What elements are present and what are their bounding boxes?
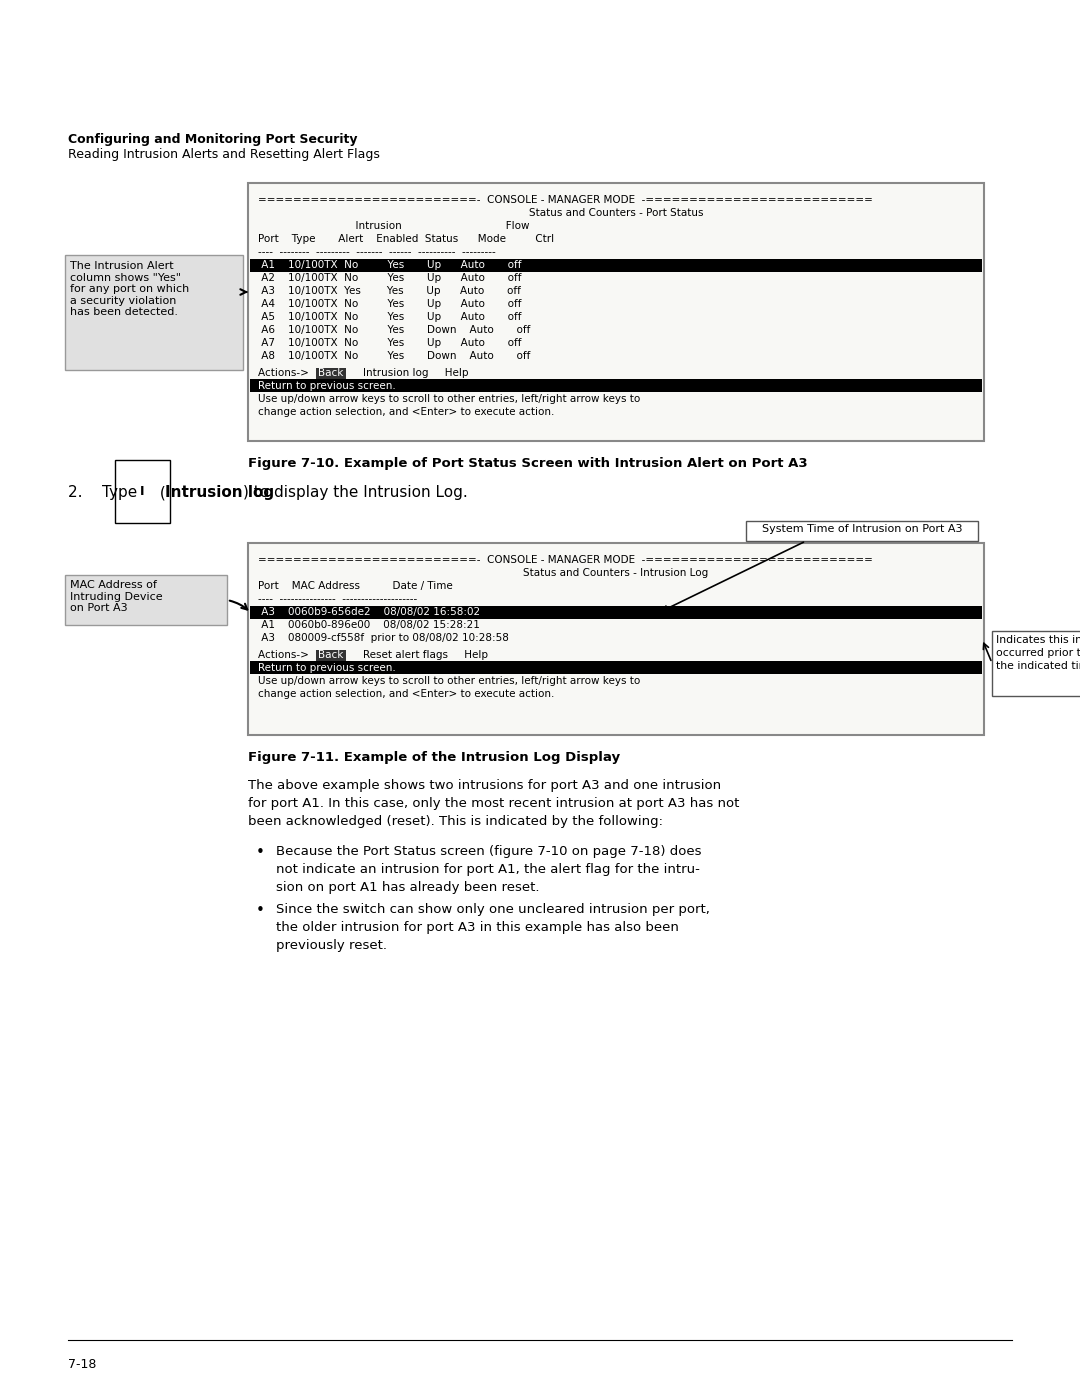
Text: A8    10/100TX  No         Yes       Down    Auto       off: A8 10/100TX No Yes Down Auto off (258, 351, 530, 360)
Text: Since the switch can show only one uncleared intrusion per port,
the older intru: Since the switch can show only one uncle… (276, 902, 710, 951)
Text: A4    10/100TX  No         Yes       Up      Auto       off: A4 10/100TX No Yes Up Auto off (258, 299, 522, 309)
Text: MAC Address of
Intruding Device
on Port A3: MAC Address of Intruding Device on Port … (70, 580, 163, 613)
FancyBboxPatch shape (316, 650, 346, 661)
FancyBboxPatch shape (248, 183, 984, 441)
Text: Use up/down arrow keys to scroll to other entries, left/right arrow keys to: Use up/down arrow keys to scroll to othe… (258, 394, 640, 404)
Text: change action selection, and <Enter> to execute action.: change action selection, and <Enter> to … (258, 689, 554, 698)
Text: Return to previous screen.: Return to previous screen. (258, 381, 395, 391)
Text: Because the Port Status screen (figure 7-10 on page 7-18) does
not indicate an i: Because the Port Status screen (figure 7… (276, 845, 702, 894)
Text: A7    10/100TX  No         Yes       Up      Auto       off: A7 10/100TX No Yes Up Auto off (258, 338, 522, 348)
Text: A5    10/100TX  No         Yes       Up      Auto       off: A5 10/100TX No Yes Up Auto off (258, 312, 522, 321)
Text: Port    Type       Alert    Enabled  Status      Mode         Ctrl: Port Type Alert Enabled Status Mode Ctrl (258, 235, 554, 244)
Text: change action selection, and <Enter> to execute action.: change action selection, and <Enter> to … (258, 407, 554, 416)
Text: Configuring and Monitoring Port Security: Configuring and Monitoring Port Security (68, 133, 357, 147)
FancyBboxPatch shape (65, 256, 243, 370)
Text: (: ( (156, 485, 165, 500)
Text: ----  --------  ---------  -------  ------  ----------  ---------: ---- -------- --------- ------- ------ -… (258, 247, 496, 257)
Text: A3    0060b9-656de2    08/08/02 16:58:02: A3 0060b9-656de2 08/08/02 16:58:02 (258, 608, 481, 617)
FancyBboxPatch shape (249, 606, 982, 619)
Text: A2    10/100TX  No         Yes       Up      Auto       off: A2 10/100TX No Yes Up Auto off (258, 272, 522, 284)
Text: A1    10/100TX  No         Yes       Up      Auto       off: A1 10/100TX No Yes Up Auto off (258, 260, 522, 270)
FancyBboxPatch shape (316, 367, 346, 379)
Text: Port    MAC Address          Date / Time: Port MAC Address Date / Time (258, 581, 453, 591)
Text: Actions->: Actions-> (258, 650, 315, 659)
FancyBboxPatch shape (746, 521, 978, 541)
Text: =========================-  CONSOLE - MANAGER MODE  -==========================: =========================- CONSOLE - MAN… (258, 555, 873, 564)
FancyBboxPatch shape (993, 631, 1080, 696)
FancyBboxPatch shape (249, 258, 982, 272)
Text: Back: Back (319, 650, 343, 659)
Text: Status and Counters - Port Status: Status and Counters - Port Status (529, 208, 703, 218)
Text: •: • (256, 845, 265, 861)
Text: Intrusion log     Help: Intrusion log Help (350, 367, 469, 379)
Text: =========================-  CONSOLE - MANAGER MODE  -==========================: =========================- CONSOLE - MAN… (258, 196, 873, 205)
Text: Reading Intrusion Alerts and Resetting Alert Flags: Reading Intrusion Alerts and Resetting A… (68, 148, 380, 161)
Text: Actions->: Actions-> (258, 367, 315, 379)
Text: ----  ---------------  --------------------: ---- --------------- -------------------… (258, 594, 417, 604)
Text: ) to display the Intrusion Log.: ) to display the Intrusion Log. (243, 485, 468, 500)
Text: A3    10/100TX  Yes        Yes       Up      Auto       off: A3 10/100TX Yes Yes Up Auto off (258, 286, 521, 296)
Text: Intrusion log: Intrusion log (165, 485, 274, 500)
Text: A3    080009-cf558f  prior to 08/08/02 10:28:58: A3 080009-cf558f prior to 08/08/02 10:28… (258, 633, 509, 643)
Text: System Time of Intrusion on Port A3: System Time of Intrusion on Port A3 (761, 524, 962, 534)
Text: Use up/down arrow keys to scroll to other entries, left/right arrow keys to: Use up/down arrow keys to scroll to othe… (258, 676, 640, 686)
Text: The Intrusion Alert
column shows "Yes"
for any port on which
a security violatio: The Intrusion Alert column shows "Yes" f… (70, 261, 189, 317)
Text: Back: Back (319, 367, 343, 379)
Text: Status and Counters - Intrusion Log: Status and Counters - Intrusion Log (524, 569, 708, 578)
Text: •: • (256, 902, 265, 918)
Text: A1    0060b0-896e00    08/08/02 15:28:21: A1 0060b0-896e00 08/08/02 15:28:21 (258, 620, 480, 630)
Text: Indicates this intrusion on port A3
occurred prior to a reset (reboot) at
the in: Indicates this intrusion on port A3 occu… (996, 636, 1080, 672)
Text: 2.    Type: 2. Type (68, 485, 143, 500)
Text: Figure 7-10. Example of Port Status Screen with Intrusion Alert on Port A3: Figure 7-10. Example of Port Status Scre… (248, 457, 808, 469)
Text: I: I (140, 485, 145, 497)
Text: Intrusion                                Flow: Intrusion Flow (258, 221, 529, 231)
FancyBboxPatch shape (249, 379, 982, 393)
FancyBboxPatch shape (248, 543, 984, 735)
Text: Reset alert flags     Help: Reset alert flags Help (350, 650, 488, 659)
Text: 7-18: 7-18 (68, 1358, 96, 1370)
Text: Figure 7-11. Example of the Intrusion Log Display: Figure 7-11. Example of the Intrusion Lo… (248, 752, 620, 764)
FancyBboxPatch shape (249, 661, 982, 673)
Text: Return to previous screen.: Return to previous screen. (258, 664, 395, 673)
FancyBboxPatch shape (65, 576, 227, 624)
Text: The above example shows two intrusions for port A3 and one intrusion
for port A1: The above example shows two intrusions f… (248, 780, 740, 828)
Text: A6    10/100TX  No         Yes       Down    Auto       off: A6 10/100TX No Yes Down Auto off (258, 326, 530, 335)
